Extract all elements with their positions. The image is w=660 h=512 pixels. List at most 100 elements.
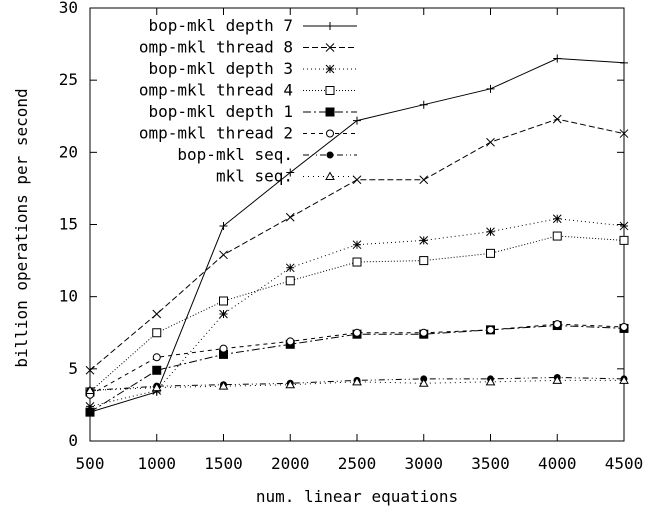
data-point bbox=[326, 151, 334, 159]
data-point bbox=[85, 407, 95, 417]
data-point bbox=[619, 235, 629, 245]
data-point bbox=[325, 86, 335, 95]
data-point bbox=[325, 171, 335, 180]
series-3 bbox=[85, 231, 629, 397]
data-point bbox=[219, 221, 228, 230]
data-point bbox=[325, 107, 335, 117]
data-point bbox=[85, 385, 95, 394]
data-point bbox=[286, 337, 295, 346]
data-point bbox=[419, 100, 428, 109]
data-point bbox=[285, 263, 295, 273]
data-point bbox=[325, 43, 335, 52]
series-1 bbox=[85, 114, 629, 375]
data-point bbox=[352, 240, 362, 250]
x-axis-label: num. linear equations bbox=[256, 487, 458, 506]
data-point bbox=[552, 231, 562, 241]
y-tick-label: 10 bbox=[59, 287, 78, 306]
data-point bbox=[151, 382, 162, 392]
data-point bbox=[486, 84, 495, 93]
data-point bbox=[352, 175, 362, 185]
x-tick-label: 3500 bbox=[471, 454, 510, 473]
data-point bbox=[419, 256, 429, 266]
legend-entry: omp-mkl thread 8 bbox=[139, 38, 357, 57]
y-tick-label: 0 bbox=[68, 431, 78, 450]
data-point bbox=[485, 376, 496, 386]
data-point bbox=[419, 328, 428, 337]
legend-label: omp-mkl thread 2 bbox=[139, 124, 293, 143]
data-point bbox=[85, 365, 95, 375]
data-point bbox=[353, 116, 361, 125]
data-point bbox=[352, 240, 362, 250]
data-point bbox=[552, 114, 562, 124]
data-point bbox=[352, 257, 362, 267]
legend-label: bop-mkl depth 3 bbox=[149, 59, 294, 78]
data-point bbox=[620, 58, 628, 67]
data-point bbox=[285, 212, 295, 222]
data-point bbox=[486, 84, 495, 93]
x-tick-label: 2000 bbox=[271, 454, 310, 473]
legend-label: omp-mkl thread 4 bbox=[139, 81, 293, 100]
x-tick-label: 3000 bbox=[404, 454, 443, 473]
data-point bbox=[486, 325, 495, 334]
data-point bbox=[419, 100, 428, 109]
data-point bbox=[619, 221, 629, 231]
series-0 bbox=[86, 54, 628, 417]
x-tick-label: 2500 bbox=[338, 454, 377, 473]
data-point bbox=[486, 325, 495, 334]
legend-entry: bop-mkl seq. bbox=[177, 145, 357, 164]
data-point bbox=[152, 365, 162, 375]
series-line bbox=[89, 376, 625, 391]
data-point bbox=[619, 375, 629, 384]
data-point bbox=[219, 250, 228, 260]
data-point bbox=[419, 256, 429, 266]
data-point bbox=[620, 322, 628, 331]
data-point bbox=[285, 379, 296, 389]
data-point bbox=[553, 320, 562, 329]
data-point bbox=[286, 168, 295, 177]
data-point bbox=[325, 64, 335, 74]
data-point bbox=[418, 378, 429, 387]
data-point bbox=[326, 22, 334, 30]
data-point bbox=[219, 221, 228, 230]
data-point bbox=[419, 236, 429, 245]
data-point bbox=[85, 407, 95, 417]
data-point bbox=[552, 375, 563, 384]
data-point bbox=[619, 129, 629, 138]
legend: bop-mkl depth 7 omp-mkl thread 8 bop-mkl d… bbox=[139, 16, 357, 186]
data-point bbox=[552, 214, 562, 224]
series-7 bbox=[85, 375, 629, 394]
data-point bbox=[152, 328, 162, 338]
data-point bbox=[419, 236, 429, 245]
data-point bbox=[553, 54, 562, 63]
data-point bbox=[419, 175, 429, 185]
series-line bbox=[89, 324, 625, 413]
data-point bbox=[352, 376, 362, 386]
data-point bbox=[325, 43, 335, 52]
data-point bbox=[152, 365, 162, 375]
data-point bbox=[286, 168, 295, 177]
data-point bbox=[152, 309, 162, 319]
data-point bbox=[285, 212, 295, 222]
data-point bbox=[619, 375, 629, 384]
data-point bbox=[152, 328, 162, 338]
legend-label: bop-mkl seq. bbox=[177, 145, 293, 164]
legend-entry: omp-mkl thread 2 bbox=[139, 124, 357, 143]
y-tick-label: 25 bbox=[59, 70, 78, 89]
data-point bbox=[619, 221, 629, 231]
data-point bbox=[326, 22, 334, 30]
series-layer bbox=[85, 54, 629, 417]
data-point bbox=[85, 365, 95, 375]
data-point bbox=[326, 151, 334, 159]
data-point bbox=[553, 320, 562, 329]
data-point bbox=[552, 114, 562, 124]
data-point bbox=[485, 376, 496, 386]
legend-entry: omp-mkl thread 4 bbox=[139, 81, 357, 100]
legend-entry: mkl seq. bbox=[216, 167, 357, 186]
data-point bbox=[152, 353, 161, 362]
data-point bbox=[620, 322, 628, 331]
data-point bbox=[353, 328, 361, 337]
data-point bbox=[552, 231, 562, 241]
data-point bbox=[486, 137, 495, 147]
data-point bbox=[552, 375, 563, 384]
